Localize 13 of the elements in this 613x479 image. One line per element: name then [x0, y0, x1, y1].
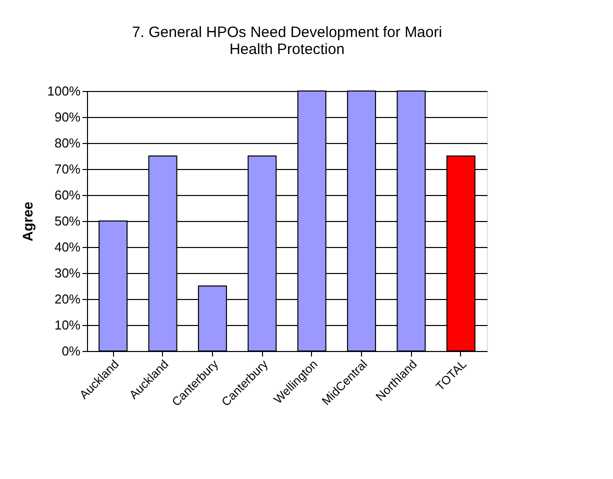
- y-tick-label: 20%: [54, 292, 81, 306]
- y-tick-label: 30%: [54, 266, 81, 280]
- y-tick-label: 40%: [54, 240, 81, 254]
- y-tick-label: 50%: [54, 214, 81, 228]
- y-axis-title: Agree: [19, 201, 36, 242]
- chart-title: 7. General HPOs Need Development for Maori Health Protection: [132, 24, 442, 58]
- y-tick-label: 90%: [54, 110, 81, 124]
- y-tick-label: 60%: [54, 188, 81, 202]
- y-tick-label: 100%: [47, 84, 81, 98]
- y-tick-label: 80%: [54, 136, 81, 150]
- y-tick-label: 0%: [62, 344, 81, 358]
- y-tick-label: 70%: [54, 162, 81, 176]
- y-tick-label: 10%: [54, 318, 81, 332]
